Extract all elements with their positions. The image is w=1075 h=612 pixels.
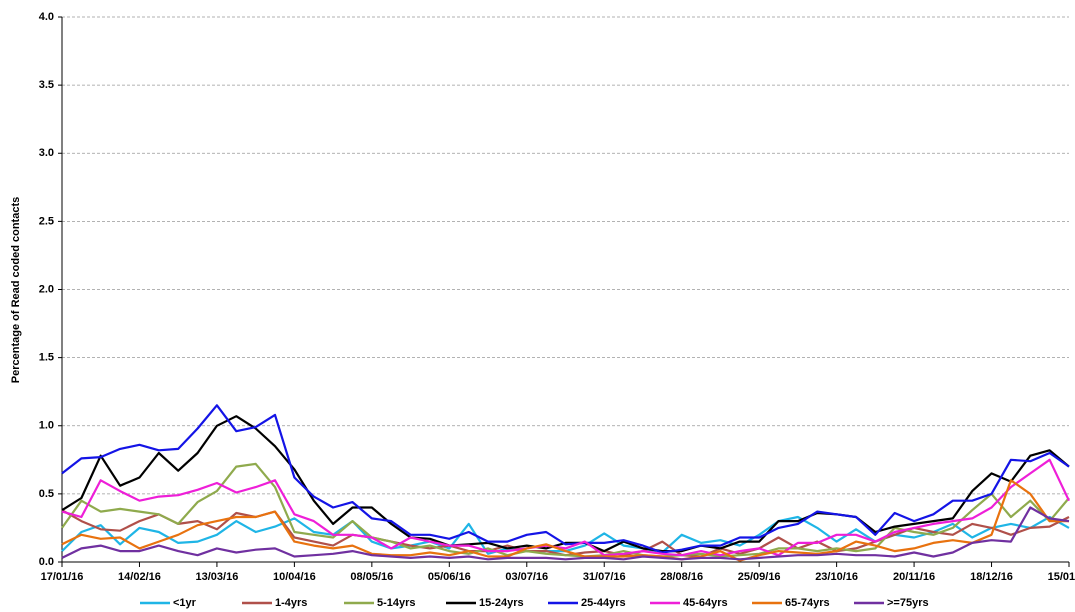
x-tick-label: 18/12/16	[970, 571, 1013, 583]
series-line	[61, 462, 1070, 558]
y-tick-label: 2.0	[39, 283, 54, 295]
y-axis-label: Percentage of Read coded contacts	[10, 197, 22, 383]
x-tick-label: 05/06/16	[428, 571, 471, 583]
x-tick-label: 17/01/16	[41, 571, 84, 583]
x-tick-label: 28/08/16	[660, 571, 703, 583]
series-line	[61, 479, 1069, 562]
x-tick-label: 03/07/16	[505, 571, 548, 583]
legend-label: 25-44yrs	[581, 597, 626, 609]
series-line	[61, 415, 1070, 553]
y-tick-label: 4.0	[39, 11, 54, 23]
y-tick-label: 1.5	[39, 352, 54, 364]
x-tick-label: 15/01/17	[1048, 571, 1075, 583]
y-tick-label: 0.0	[39, 556, 54, 568]
y-tick-label: 2.5	[39, 215, 54, 227]
legend-label: 5-14yrs	[377, 597, 416, 609]
legend-label: >=75yrs	[887, 597, 929, 609]
x-tick-label: 10/04/16	[273, 571, 316, 583]
x-tick-label: 08/05/16	[350, 571, 393, 583]
y-tick-label: 3.5	[39, 79, 54, 91]
y-tick-label: 1.0	[39, 420, 54, 432]
x-tick-label: 13/03/16	[196, 571, 239, 583]
x-tick-label: 31/07/16	[583, 571, 626, 583]
x-tick-label: 25/09/16	[738, 571, 781, 583]
series-line	[61, 458, 1070, 557]
legend-label: 65-74yrs	[785, 597, 830, 609]
x-tick-label: 20/11/16	[893, 571, 935, 583]
y-tick-label: 0.5	[39, 488, 54, 500]
legend-label: <1yr	[173, 597, 197, 609]
series-line	[61, 506, 1070, 561]
x-tick-label: 23/10/16	[815, 571, 858, 583]
y-tick-label: 3.0	[39, 147, 54, 159]
series-line	[61, 404, 1070, 554]
legend-label: 45-64yrs	[683, 597, 728, 609]
legend-label: 1-4yrs	[275, 597, 307, 609]
legend-label: 15-24yrs	[479, 597, 524, 609]
x-tick-label: 14/02/16	[118, 571, 161, 583]
